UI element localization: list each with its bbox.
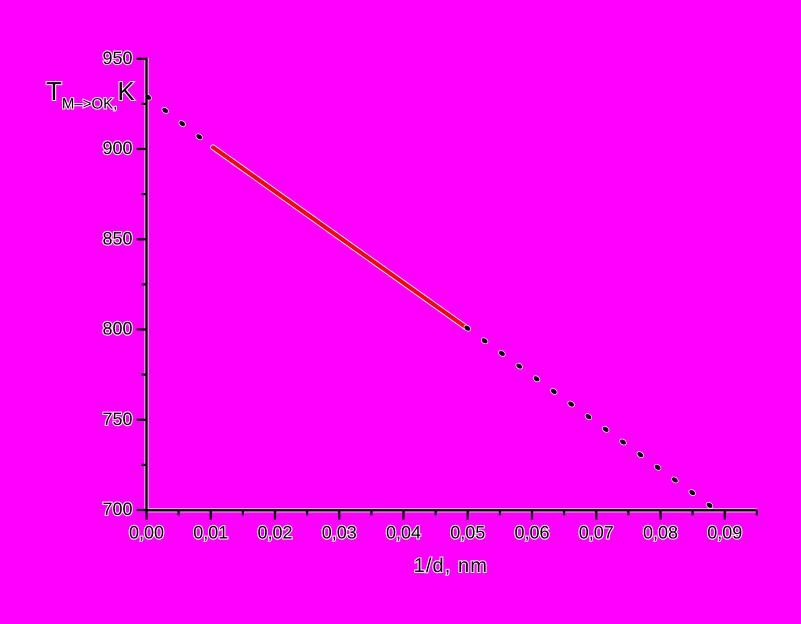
svg-text:0,06: 0,06 [514, 523, 549, 543]
svg-text:700: 700 [102, 499, 132, 519]
svg-text:900: 900 [102, 138, 132, 158]
svg-text:0,03: 0,03 [322, 523, 357, 543]
svg-text:0,08: 0,08 [643, 523, 678, 543]
svg-text:0,01: 0,01 [193, 523, 228, 543]
svg-text:950: 950 [102, 48, 132, 68]
svg-text:0,04: 0,04 [386, 523, 421, 543]
svg-text:0,05: 0,05 [450, 523, 485, 543]
svg-text:0,09: 0,09 [707, 523, 742, 543]
svg-text:0,00: 0,00 [129, 523, 164, 543]
svg-text:1/d, nm: 1/d, nm [414, 555, 488, 577]
svg-text:750: 750 [102, 409, 132, 429]
svg-text:800: 800 [102, 319, 132, 339]
svg-text:850: 850 [102, 228, 132, 248]
svg-text:0,02: 0,02 [257, 523, 292, 543]
svg-text:0,07: 0,07 [579, 523, 614, 543]
